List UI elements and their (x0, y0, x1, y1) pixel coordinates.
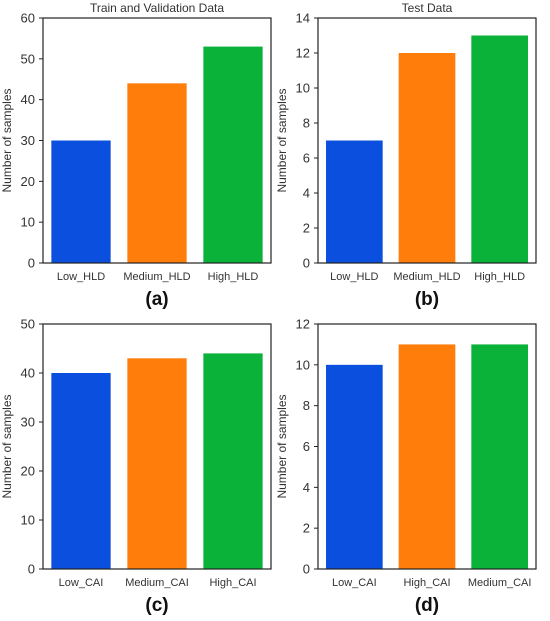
y-tick-label: 20 (21, 464, 35, 479)
x-tick-label: Low_CAI (332, 577, 377, 589)
y-axis-label: Number of samples (0, 88, 14, 192)
y-tick-label: 4 (303, 480, 310, 495)
bar-high-cai (398, 344, 456, 569)
bar-low-hld (325, 140, 383, 263)
chart-title: Train and Validation Data (90, 1, 224, 15)
y-tick-label: 50 (21, 51, 35, 66)
panel-label: (d) (415, 595, 439, 616)
x-tick-label: Low_HLD (57, 271, 105, 283)
chart-panel-4: 0 2 4 6 8 10 12 Low_CAI High_CAI Medium_CAI Number… (275, 317, 537, 616)
y-tick-label: 10 (296, 81, 310, 96)
y-tick-label: 8 (303, 116, 310, 131)
bar-low-cai (325, 364, 383, 569)
y-tick-label: 10 (21, 513, 35, 528)
y-tick-label: 0 (303, 256, 310, 271)
plot-frame (42, 323, 272, 570)
x-tick-label: Medium_HLD (393, 271, 460, 283)
x-tick-label: Low_CAI (59, 577, 104, 589)
x-tick-label: Medium_CAI (468, 577, 532, 589)
y-tick-label: 2 (303, 521, 310, 536)
bar-medium-cai (127, 358, 187, 569)
y-tick-label: 0 (28, 256, 35, 271)
y-tick-label: 4 (303, 186, 310, 201)
y-tick-label: 12 (296, 317, 310, 332)
bar-medium-hld (127, 83, 187, 263)
y-tick-label: 30 (21, 133, 35, 148)
bar-low-cai (51, 373, 111, 569)
y-tick-label: 12 (296, 46, 310, 61)
y-tick-label: 14 (296, 11, 310, 26)
bar-high-cai (203, 353, 263, 569)
panel-label: (b) (415, 289, 439, 310)
y-tick-label: 60 (21, 11, 35, 26)
x-tick-label: Medium_CAI (125, 577, 189, 589)
chart-title: Test Data (402, 1, 453, 15)
x-tick-label: High_CAI (209, 577, 256, 589)
y-tick-label: 2 (303, 221, 310, 236)
y-tick-label: 0 (303, 562, 310, 577)
y-tick-label: 10 (296, 357, 310, 372)
bar-high-hld (203, 46, 263, 264)
bar-high-hld (471, 35, 529, 263)
y-tick-label: 40 (21, 92, 35, 107)
y-tick-label: 6 (303, 151, 310, 166)
y-tick-label: 20 (21, 174, 35, 189)
bar-medium-hld (398, 53, 456, 263)
x-tick-label: High_CAI (403, 577, 450, 589)
x-tick-label: Low_HLD (330, 271, 378, 283)
x-tick-label: Medium_HLD (123, 271, 190, 283)
panel-label: (a) (145, 289, 168, 310)
bar-medium-cai (471, 344, 529, 569)
plot-frame (317, 17, 537, 264)
y-tick-label: 30 (21, 415, 35, 430)
y-tick-label: 40 (21, 366, 35, 381)
y-tick-label: 0 (28, 562, 35, 577)
y-axis-label: Number of samples (0, 394, 14, 498)
y-tick-label: 6 (303, 439, 310, 454)
y-tick-label: 10 (21, 215, 35, 230)
bar-low-hld (51, 140, 111, 263)
y-tick-label: 50 (21, 317, 35, 332)
chart-panel-1: 0 10 20 30 40 50 60 Low_HLD Medium_HLD High_HLD Nu… (0, 1, 272, 310)
y-tick-label: 8 (303, 398, 310, 413)
chart-panel-2: 0 2 4 6 8 10 12 14 Low_HLD Medium_HLD High_HLD Numb… (275, 1, 537, 310)
y-axis-label: Number of samples (275, 88, 289, 192)
y-axis-label: Number of samples (275, 394, 289, 498)
panel-label: (c) (145, 595, 168, 616)
chart-panel-3: 0 10 20 30 40 50 Low_CAI Medium_CAI High_CAI Numb… (0, 317, 272, 616)
x-tick-label: High_HLD (208, 271, 259, 283)
x-tick-label: High_HLD (474, 271, 525, 283)
